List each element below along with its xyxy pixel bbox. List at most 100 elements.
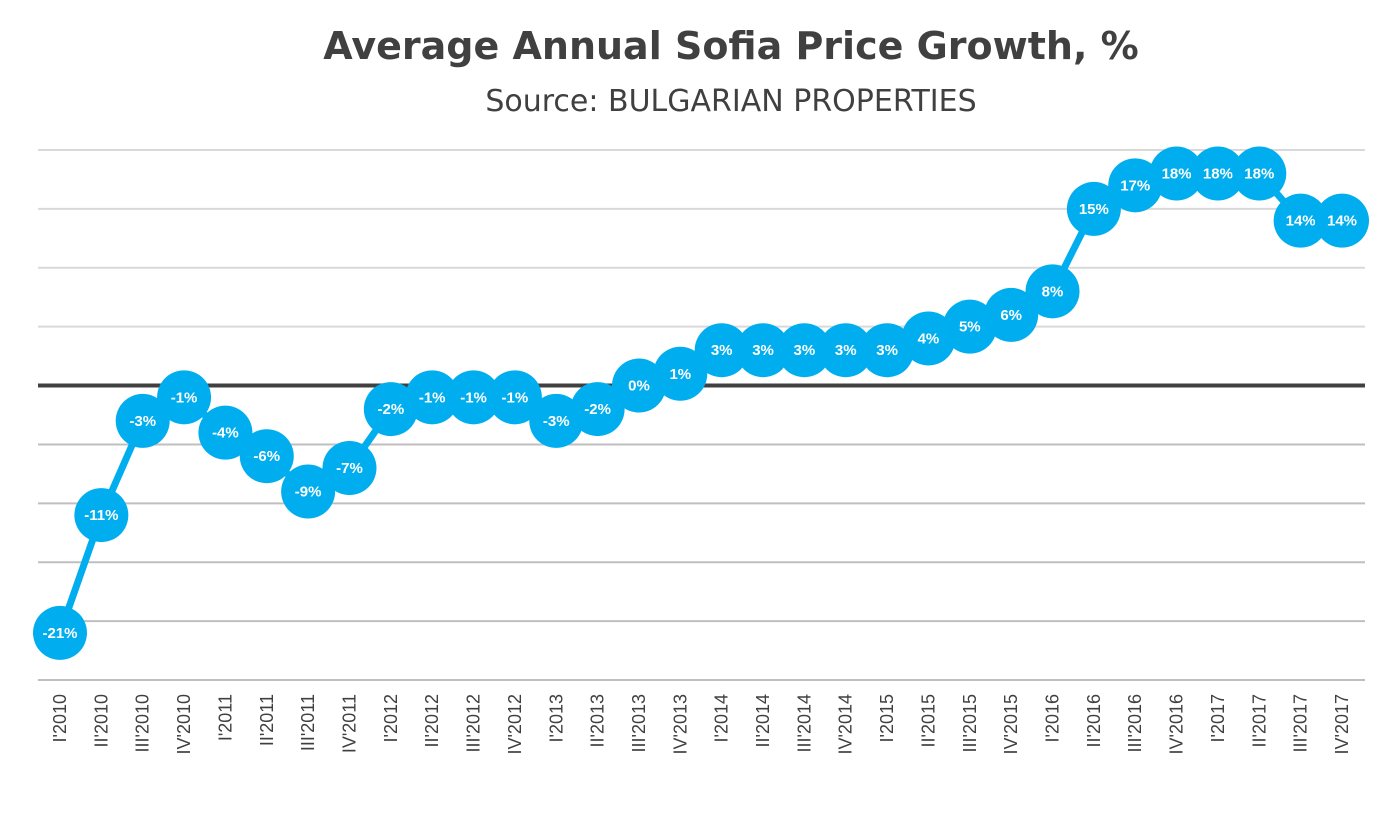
x-tick-label: II'2013 (588, 694, 608, 747)
x-tick-label: I'2011 (215, 694, 235, 741)
data-point-marker (363, 382, 418, 437)
x-tick-label: IV'2012 (505, 694, 525, 755)
x-tick-label: II'2014 (753, 694, 773, 747)
data-label: 15% (1079, 201, 1109, 218)
x-tick-label: III'2015 (960, 694, 980, 752)
data-label: 18% (1244, 166, 1274, 183)
data-point-marker (487, 370, 542, 425)
x-tick-label: III'2011 (298, 694, 318, 751)
x-tick-label: III'2012 (464, 694, 484, 752)
data-label: 3% (711, 342, 733, 359)
data-label: -1% (502, 389, 529, 406)
data-point-marker (529, 393, 584, 448)
data-point-marker (1149, 146, 1204, 201)
x-tick-label: I'2014 (712, 694, 732, 742)
data-label: 18% (1203, 166, 1233, 183)
data-label: 5% (959, 319, 981, 336)
data-label: -3% (543, 413, 570, 430)
x-tick-label: I'2016 (1043, 694, 1063, 742)
data-label: -2% (377, 401, 404, 418)
data-point-marker (281, 464, 336, 519)
x-tick-label: II'2015 (918, 694, 938, 747)
data-point-marker (405, 370, 460, 425)
data-point-marker (1190, 146, 1245, 201)
data-point-marker (653, 346, 708, 401)
data-label: 14% (1327, 213, 1357, 230)
data-point-marker (239, 429, 294, 484)
data-point-marker (33, 605, 87, 660)
data-point-marker (818, 323, 873, 378)
data-label: 1% (669, 366, 691, 383)
data-label: -1% (419, 389, 446, 406)
data-label: 4% (918, 330, 940, 347)
data-label: -2% (584, 401, 611, 418)
x-tick-label: IV'2010 (174, 694, 194, 755)
data-point-marker (157, 370, 212, 425)
data-point-marker (942, 299, 997, 354)
x-tick-label: III'2013 (629, 694, 649, 752)
x-tick-label: I'2017 (1208, 694, 1228, 742)
data-label: -7% (336, 460, 363, 477)
data-point-marker (694, 323, 749, 378)
data-label: 14% (1286, 213, 1316, 230)
data-label: -11% (84, 507, 118, 524)
data-label: 3% (835, 342, 857, 359)
data-label: 6% (1000, 307, 1022, 324)
data-point-marker (984, 287, 1039, 342)
data-label: -3% (129, 413, 156, 430)
data-label: 18% (1162, 166, 1192, 183)
x-tick-label: II'2016 (1084, 694, 1104, 747)
x-tick-label: II'2011 (257, 694, 277, 746)
data-point-marker (1273, 193, 1328, 248)
data-label: 0% (628, 378, 650, 395)
data-point-marker (1066, 181, 1121, 236)
x-tick-label: III'2017 (1291, 694, 1311, 752)
x-tick-label: IV'2011 (339, 694, 359, 753)
x-tick-label: III'2010 (133, 694, 153, 752)
data-point-marker (1108, 158, 1163, 213)
chart-subtitle: Source: BULGARIAN PROPERTIES (485, 84, 977, 119)
x-tick-label: I'2013 (546, 694, 566, 742)
chart-title: Average Annual Sofia Price Growth, % (323, 24, 1139, 68)
data-point-marker (1232, 146, 1287, 201)
x-tick-label: II'2010 (91, 694, 111, 747)
data-point-marker (1025, 264, 1080, 319)
data-label: 17% (1120, 177, 1150, 194)
data-point-marker (198, 405, 253, 460)
data-point-marker (1315, 193, 1369, 248)
x-tick-label: IV'2014 (836, 694, 856, 755)
data-label: -9% (295, 484, 322, 501)
data-label: -21% (42, 625, 77, 642)
data-point-marker (115, 393, 170, 448)
x-tick-label: I'2015 (877, 694, 897, 742)
x-tick-label: IV'2016 (1167, 694, 1187, 755)
data-label: -4% (212, 425, 239, 442)
data-point-marker (777, 323, 832, 378)
data-point-marker (446, 370, 501, 425)
x-tick-label: III'2014 (794, 694, 814, 752)
data-label: 3% (876, 342, 898, 359)
data-label: 3% (752, 342, 774, 359)
data-point-marker (901, 311, 956, 366)
data-point-marker (322, 441, 377, 495)
x-tick-label: IV'2015 (1001, 694, 1021, 755)
data-point-marker (736, 323, 791, 378)
data-label: -1% (171, 389, 198, 406)
x-tick-label: I'2010 (50, 694, 70, 742)
series-line (56, 170, 1342, 635)
x-tick-label: II'2012 (422, 694, 442, 747)
x-tick-label: I'2012 (381, 694, 401, 742)
data-point-marker (860, 323, 915, 378)
x-tick-label: IV'2017 (1332, 694, 1352, 755)
data-label: 3% (794, 342, 816, 359)
x-tick-label: IV'2013 (670, 694, 690, 755)
x-tick-label: III'2016 (1125, 694, 1145, 752)
data-label: 8% (1042, 283, 1064, 300)
data-label: -1% (460, 389, 487, 406)
data-point-marker (74, 488, 129, 543)
x-tick-label: II'2017 (1249, 694, 1269, 747)
data-point-marker (611, 358, 666, 413)
data-label: -6% (253, 448, 280, 465)
data-point-marker (570, 382, 625, 437)
